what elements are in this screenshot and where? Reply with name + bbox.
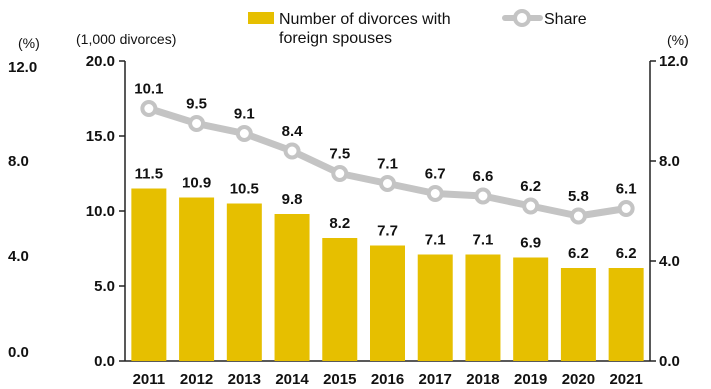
share-point-2015 (331, 165, 349, 182)
right-axis-tick-label: 0.0 (659, 353, 680, 370)
x-tick-label-2019: 2019 (514, 371, 547, 388)
share-value-label-2017: 6.7 (425, 166, 446, 183)
left-axis: (1,000 divorces) 0.0 5.0 10.0 15.0 20.0 (76, 31, 176, 370)
bar-value-label-2013: 10.5 (230, 181, 259, 198)
left-axis-tick-label: 20.0 (86, 53, 115, 70)
share-value-label-2013: 9.1 (234, 106, 255, 123)
legend-line-label: Share (544, 11, 587, 28)
share-value-label-2019: 6.2 (520, 178, 541, 195)
bar-2021 (608, 268, 644, 361)
share-point-2021 (617, 200, 635, 217)
bar-value-label-2014: 9.8 (282, 191, 303, 208)
share-value-label-2016: 7.1 (377, 156, 398, 173)
share-point-2020 (569, 207, 587, 225)
bar-2017 (417, 254, 453, 361)
outer-axis-unit: (%) (18, 35, 40, 51)
right-axis-tick-label: 12.0 (659, 53, 688, 70)
bar-2011 (131, 188, 167, 361)
right-axis-unit: (%) (667, 32, 689, 48)
x-tick-label-2011: 2011 (133, 371, 166, 388)
left-axis-tick-label: 15.0 (86, 128, 115, 145)
x-tick-label-2018: 2018 (466, 371, 499, 388)
x-tick-label-2012: 2012 (180, 371, 213, 388)
bar-2014 (274, 214, 310, 361)
share-value-label-2021: 6.1 (616, 181, 637, 198)
outer-axis-tick-12: 12.0 (8, 59, 37, 76)
right-axis-tick-label: 8.0 (659, 153, 680, 170)
bar-2013 (226, 203, 262, 361)
outer-axis-tick-8: 8.0 (8, 153, 29, 170)
share-point-2018 (474, 187, 492, 205)
bar-2020 (560, 268, 596, 361)
legend: Number of divorces with foreign spouses … (248, 9, 587, 47)
outer-axis-tick-0: 0.0 (8, 344, 29, 361)
x-tick-label-2021: 2021 (609, 371, 642, 388)
bar-value-label-2019: 6.9 (520, 235, 541, 252)
share-point-2017 (426, 185, 444, 202)
share-value-label-2012: 9.5 (186, 96, 207, 113)
x-tick-label-2020: 2020 (562, 371, 595, 388)
bar-value-label-2015: 8.2 (329, 215, 350, 232)
x-tick-label-2016: 2016 (371, 371, 404, 388)
share-point-2011 (140, 100, 158, 117)
x-tick-label-2013: 2013 (228, 371, 261, 388)
bar-value-label-2016: 7.7 (377, 223, 398, 240)
left-axis-unit: (1,000 divorces) (76, 31, 176, 47)
left-axis-tick-label: 10.0 (86, 203, 115, 220)
x-tick-label-2017: 2017 (419, 371, 452, 388)
outer-axis-tick-4: 4.0 (8, 248, 29, 265)
legend-bar-label-line2: foreign spouses (279, 30, 392, 47)
x-tick-label-2014: 2014 (275, 371, 309, 388)
outer-axis: (%) 12.0 8.0 4.0 0.0 (8, 35, 40, 361)
share-point-2013 (235, 125, 253, 142)
legend-bar-label-line1: Number of divorces with (279, 11, 451, 28)
legend-line-marker (513, 9, 531, 27)
bar-value-label-2020: 6.2 (568, 245, 589, 262)
bar-2018 (465, 254, 501, 361)
bar-2012 (179, 197, 215, 361)
share-value-label-2015: 7.5 (329, 146, 350, 163)
share-point-2014 (283, 142, 301, 160)
x-tick-label-2015: 2015 (323, 371, 356, 388)
bar-value-label-2018: 7.1 (473, 232, 494, 249)
share-value-label-2020: 5.8 (568, 188, 589, 205)
share-value-label-2018: 6.6 (473, 168, 494, 185)
bar-value-label-2012: 10.9 (182, 175, 211, 192)
bar-2019 (513, 257, 549, 361)
left-axis-tick-label: 5.0 (94, 278, 115, 295)
bar-2016 (370, 245, 405, 361)
bar-value-label-2011: 11.5 (135, 166, 163, 183)
legend-bar-swatch (248, 12, 274, 24)
share-point-2019 (522, 197, 540, 215)
share-point-2016 (379, 175, 396, 192)
right-axis-tick-label: 4.0 (659, 253, 680, 270)
right-axis: (%) 0.0 4.0 8.0 12.0 (649, 32, 689, 370)
share-point-2012 (188, 115, 206, 132)
bar-value-label-2021: 6.2 (616, 245, 637, 262)
share-value-label-2014: 8.4 (282, 123, 304, 140)
bar-value-label-2017: 7.1 (425, 232, 446, 249)
share-value-label-2011: 10.1 (134, 81, 163, 98)
bar-2015 (322, 238, 358, 361)
left-axis-tick-label: 0.0 (94, 353, 115, 370)
